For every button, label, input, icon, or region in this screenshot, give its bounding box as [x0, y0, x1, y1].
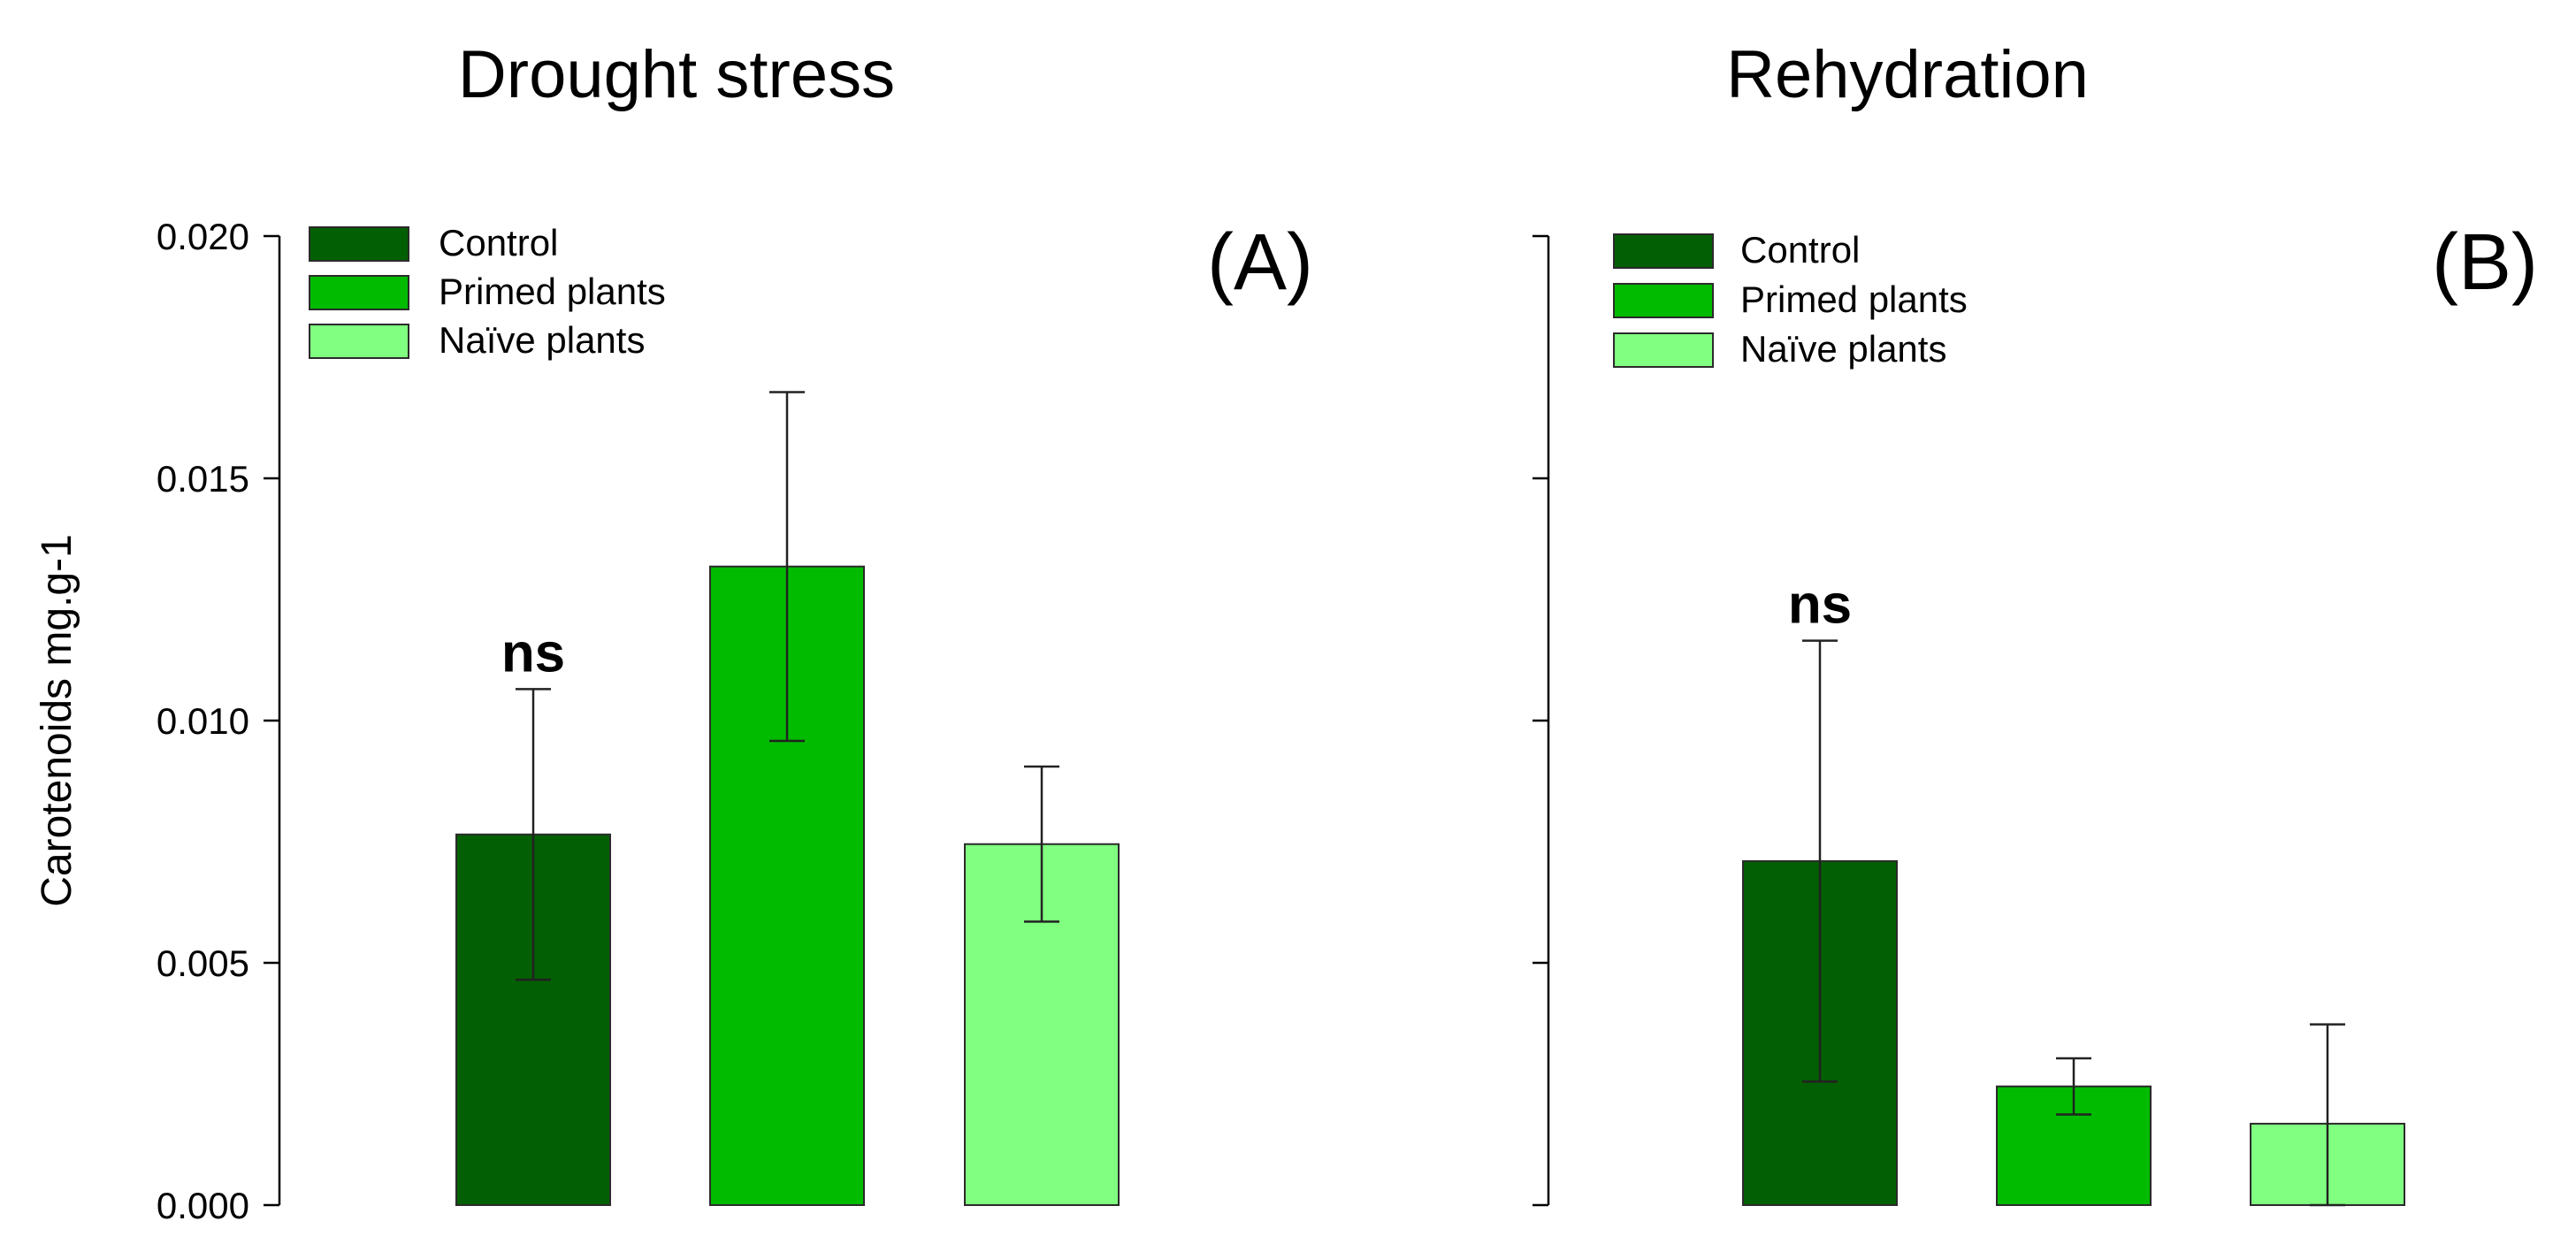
legend-entry: Naïve plants: [1740, 328, 1946, 370]
legend-entry: Primed plants: [439, 271, 666, 312]
legend-swatch: [1613, 332, 1714, 368]
y-tick-label: 0.000: [157, 1185, 249, 1226]
legend-swatch: [309, 226, 409, 262]
legend-entry: Naïve plants: [439, 319, 645, 361]
panel-label: (A): [1207, 218, 1313, 307]
significance-annotation: ns: [1788, 575, 1852, 636]
legend-entry: Control: [1740, 229, 1860, 271]
legend-swatch: [309, 324, 409, 359]
chart-title: Drought stress: [458, 37, 895, 112]
y-tick-label: 0.005: [157, 943, 249, 984]
y-tick-label: 0.015: [157, 458, 249, 500]
legend-swatch: [1613, 283, 1714, 318]
legend-swatch: [309, 275, 409, 310]
y-tick-label: 0.010: [157, 700, 249, 742]
legend-swatch: [1613, 233, 1714, 269]
legend-entry: Control: [439, 222, 558, 263]
y-axis-label: Carotenoids mg.g-1: [34, 534, 80, 907]
significance-annotation: ns: [501, 622, 565, 683]
chart-title: Rehydration: [1726, 37, 2089, 112]
y-tick-label: 0.020: [157, 216, 249, 257]
legend-entry: Primed plants: [1740, 279, 1968, 320]
panel-label: (B): [2432, 218, 2538, 307]
